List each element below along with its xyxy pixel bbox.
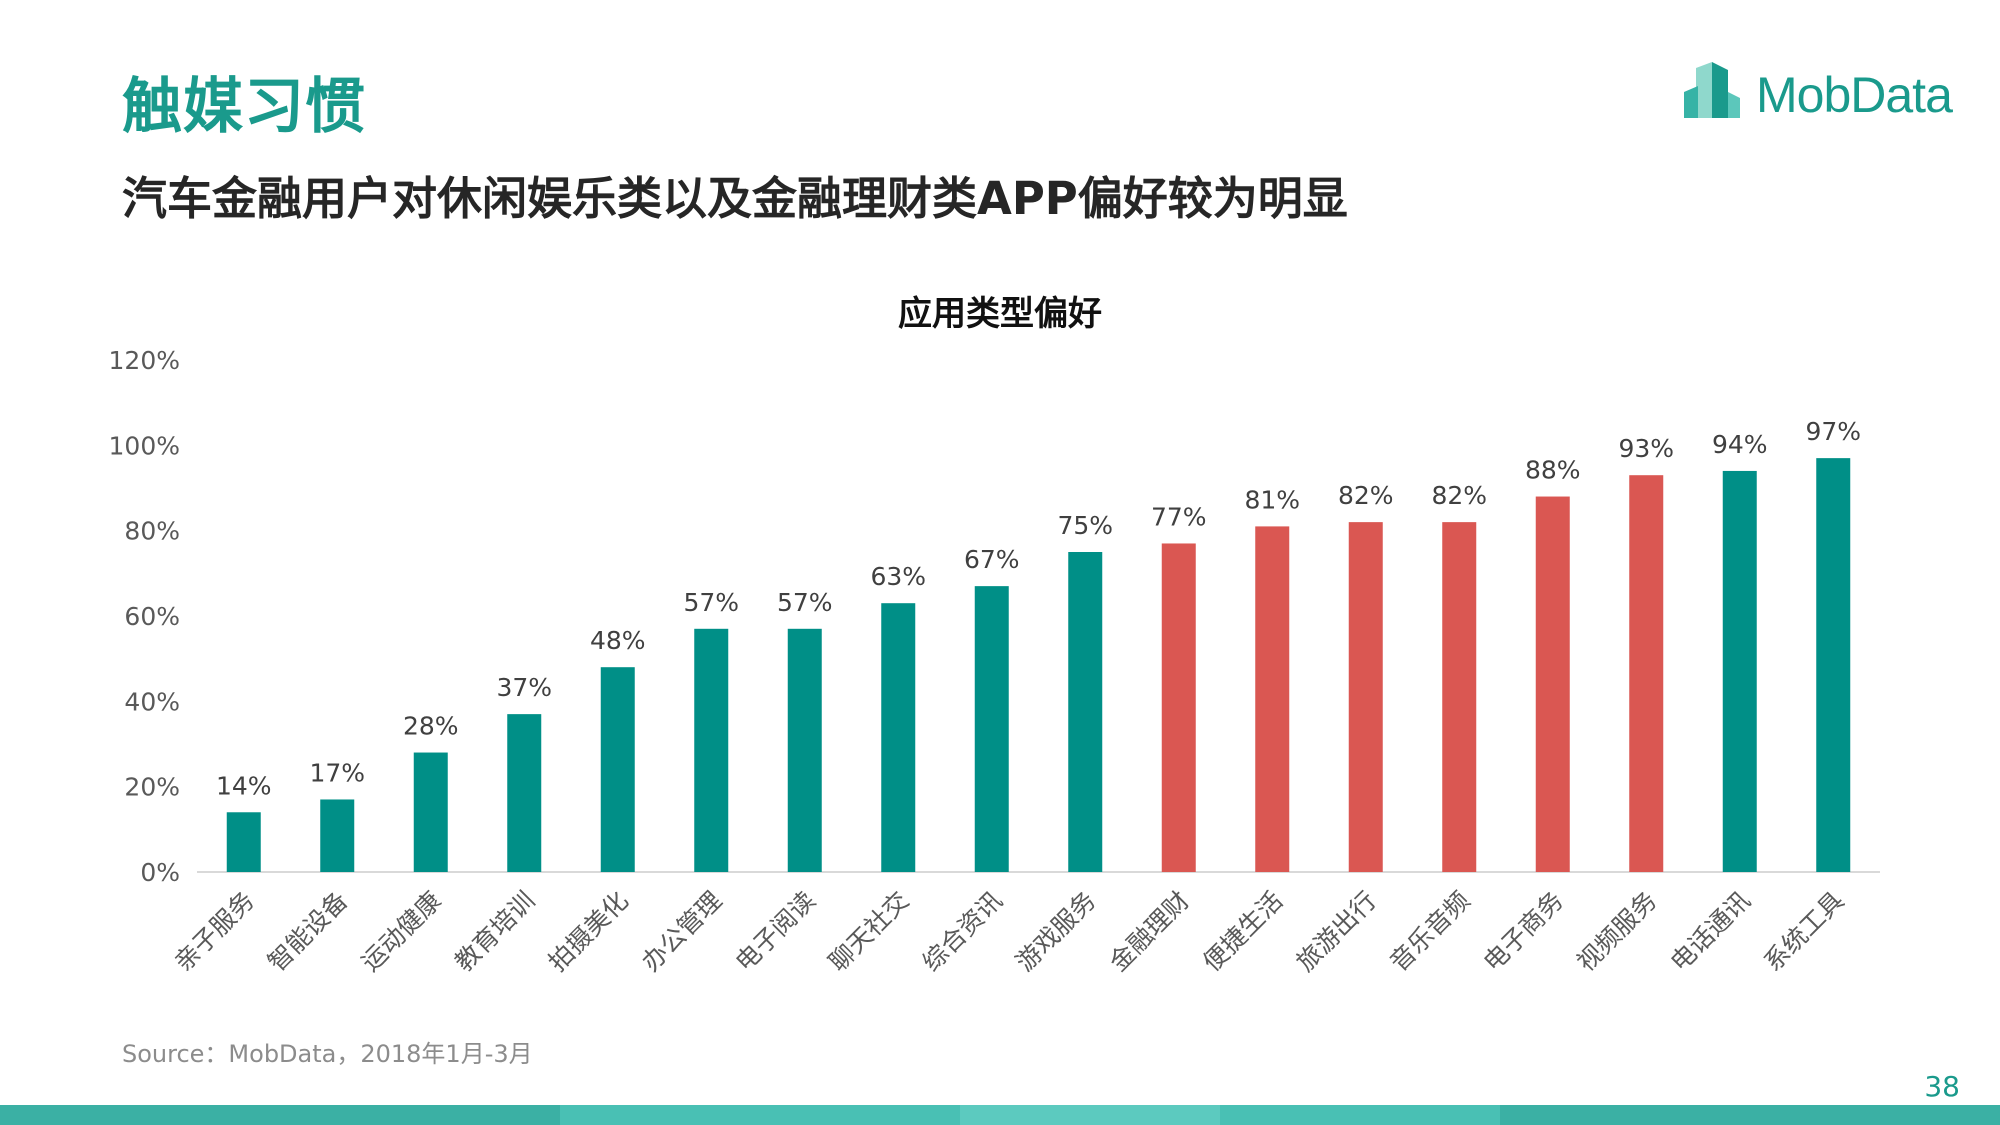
bar	[1161, 543, 1196, 872]
data-label: 94%	[1712, 430, 1768, 459]
x-tick-label: 综合资讯	[917, 886, 1008, 977]
bar	[320, 799, 355, 872]
source-note: Source：MobData，2018年1月-3月	[122, 1040, 533, 1068]
x-tick-label: 便捷生活	[1197, 886, 1288, 977]
y-tick-label: 20%	[124, 773, 180, 802]
bar	[694, 628, 729, 872]
data-label: 48%	[590, 626, 646, 655]
x-tick-label: 拍摄美化	[543, 886, 634, 977]
x-tick-label: 运动健康	[356, 886, 447, 977]
bar	[413, 752, 448, 872]
data-label: 17%	[309, 758, 365, 787]
x-tick-label: 智能设备	[262, 886, 353, 977]
data-label: 82%	[1338, 481, 1394, 510]
bar	[1535, 496, 1570, 872]
data-label: 63%	[870, 562, 926, 591]
y-tick-label: 80%	[124, 517, 180, 546]
data-label: 77%	[1151, 502, 1207, 531]
x-tick-label: 金融理财	[1104, 886, 1195, 977]
data-label: 97%	[1805, 417, 1861, 446]
y-tick-label: 40%	[124, 687, 180, 716]
x-tick-label: 视频服务	[1571, 886, 1662, 977]
page-number: 38	[1924, 1070, 1960, 1103]
bar-chart: 0% 20% 40% 60% 80% 100% 120% 14% 亲子服务 17% 智能设备 28% 运…	[109, 346, 1880, 977]
headline: 汽车金融用户对休闲娱乐类以及金融理财类APP偏好较为明显	[122, 172, 1348, 225]
x-tick-label: 旅游出行	[1291, 886, 1382, 977]
bar	[1722, 470, 1757, 872]
x-tick-label: 办公管理	[636, 886, 727, 977]
x-tick-label: 游戏服务	[1010, 886, 1101, 977]
x-tick-label: 电子商务	[1478, 886, 1569, 977]
x-tick-label: 亲子服务	[169, 886, 260, 977]
data-label: 14%	[216, 771, 272, 800]
x-tick-label: 音乐音频	[1384, 886, 1475, 977]
logo-text: MobData	[1756, 67, 1953, 123]
data-label: 28%	[403, 712, 459, 741]
bar	[600, 667, 635, 872]
bar	[507, 714, 542, 872]
bar	[1442, 522, 1477, 872]
bar	[1255, 526, 1290, 872]
footer-bar	[0, 1105, 2000, 1125]
bar	[787, 628, 822, 872]
x-tick-label: 教育培训	[449, 886, 540, 977]
data-label: 82%	[1431, 481, 1487, 510]
bar	[1068, 552, 1103, 872]
bar	[226, 812, 261, 872]
y-tick-label: 100%	[109, 431, 180, 460]
x-tick-label: 电话通讯	[1665, 886, 1756, 977]
data-label: 75%	[1057, 511, 1113, 540]
data-label: 93%	[1618, 434, 1674, 463]
data-label: 37%	[496, 673, 552, 702]
mobdata-logo-icon	[1684, 62, 1740, 118]
section-title: 触媒习惯	[122, 72, 366, 142]
data-label: 67%	[964, 545, 1020, 574]
mobdata-logo: MobData	[1684, 62, 1964, 123]
x-tick-label: 电子阅读	[730, 886, 821, 977]
bar	[1348, 522, 1383, 872]
data-label: 88%	[1525, 456, 1581, 485]
y-tick-label: 0%	[140, 858, 180, 887]
bar	[974, 586, 1009, 872]
data-label: 81%	[1244, 485, 1300, 514]
bar	[881, 603, 916, 872]
chart-title: 应用类型偏好	[898, 294, 1102, 334]
data-label: 57%	[777, 588, 833, 617]
y-tick-label: 60%	[124, 602, 180, 631]
bar	[1629, 475, 1664, 872]
y-tick-label: 120%	[109, 346, 180, 375]
x-tick-label: 系统工具	[1758, 886, 1849, 977]
x-tick-label: 聊天社交	[823, 886, 914, 977]
bar	[1816, 458, 1851, 872]
data-label: 57%	[683, 588, 739, 617]
